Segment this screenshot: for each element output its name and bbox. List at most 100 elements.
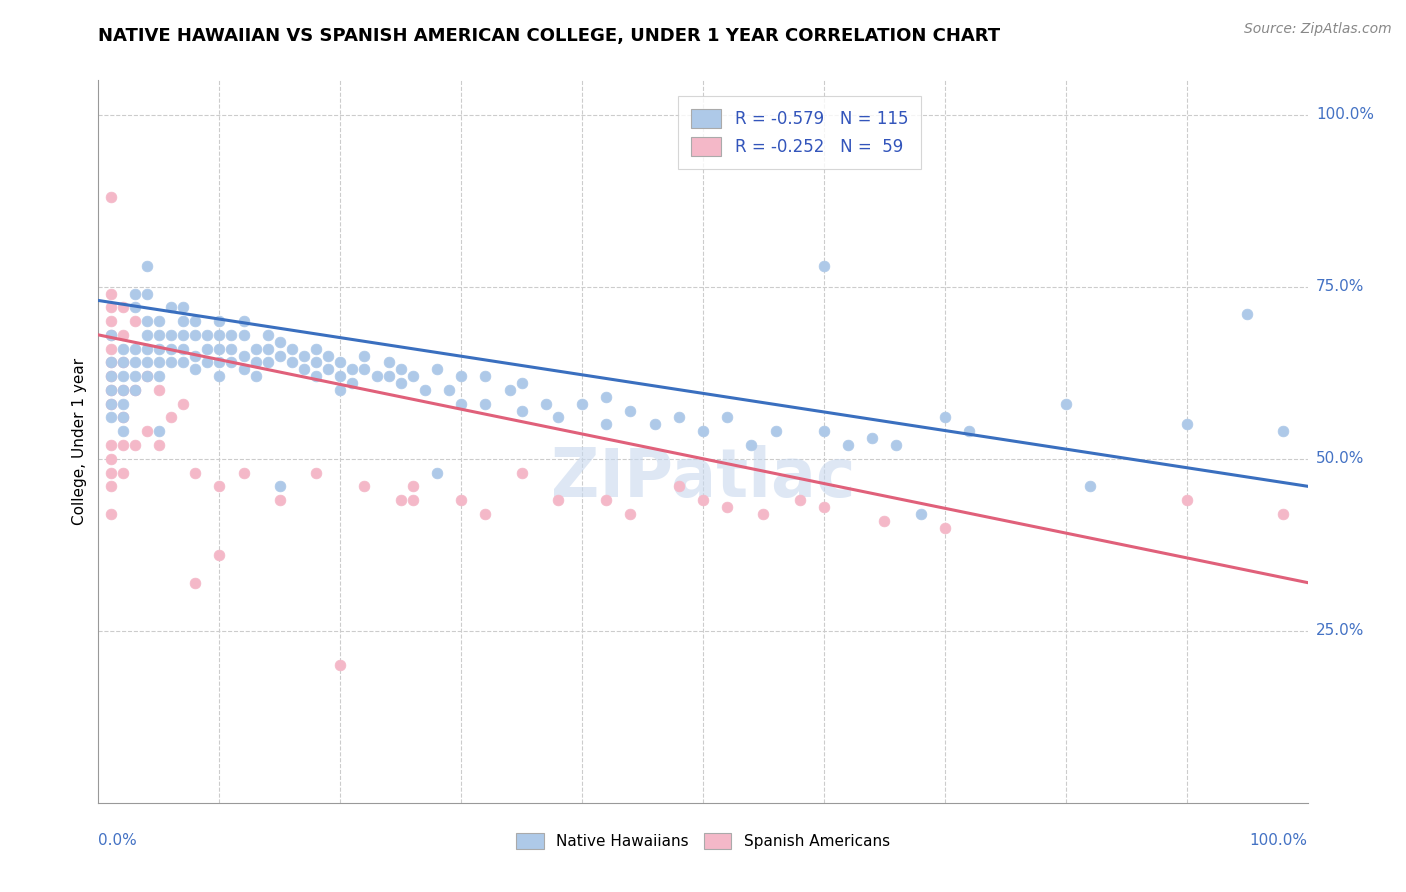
Point xyxy=(377,369,399,384)
Point xyxy=(172,397,194,411)
Point xyxy=(221,342,243,356)
Point xyxy=(195,355,218,369)
Point xyxy=(426,362,449,376)
Point xyxy=(329,355,352,369)
Point xyxy=(135,259,157,273)
Point xyxy=(111,327,134,342)
Point xyxy=(148,314,170,328)
Point xyxy=(547,410,569,425)
Point xyxy=(450,397,472,411)
Point xyxy=(305,355,328,369)
Point xyxy=(886,438,908,452)
Point xyxy=(100,314,122,328)
Point xyxy=(208,342,231,356)
Point xyxy=(389,376,412,390)
Point xyxy=(100,369,122,384)
Point xyxy=(389,362,412,376)
Point xyxy=(752,507,775,521)
Point xyxy=(668,410,690,425)
Point xyxy=(111,342,134,356)
Point xyxy=(172,301,194,315)
Point xyxy=(498,383,520,397)
Point xyxy=(342,362,364,376)
Point xyxy=(644,417,666,432)
Point xyxy=(1272,424,1295,438)
Point xyxy=(195,342,218,356)
Point xyxy=(873,514,896,528)
Point xyxy=(100,355,122,369)
Point xyxy=(208,548,231,562)
Point xyxy=(100,301,122,315)
Point xyxy=(934,410,956,425)
Point xyxy=(160,410,183,425)
Point xyxy=(232,362,254,376)
Point xyxy=(281,342,304,356)
Point xyxy=(100,438,122,452)
Point xyxy=(329,383,352,397)
Point xyxy=(111,466,134,480)
Point xyxy=(232,327,254,342)
Point xyxy=(100,479,122,493)
Point xyxy=(208,355,231,369)
Point xyxy=(256,355,278,369)
Point xyxy=(111,438,134,452)
Point xyxy=(837,438,859,452)
Point xyxy=(547,493,569,508)
Point xyxy=(195,327,218,342)
Point xyxy=(124,286,146,301)
Point xyxy=(208,327,231,342)
Point xyxy=(329,658,352,673)
Point xyxy=(619,403,641,417)
Point xyxy=(111,410,134,425)
Point xyxy=(172,327,194,342)
Point xyxy=(245,355,267,369)
Point xyxy=(100,342,122,356)
Point xyxy=(692,424,714,438)
Point xyxy=(910,507,932,521)
Text: 100.0%: 100.0% xyxy=(1250,833,1308,848)
Point xyxy=(668,479,690,493)
Point xyxy=(111,355,134,369)
Point xyxy=(184,349,207,363)
Point xyxy=(111,424,134,438)
Point xyxy=(135,327,157,342)
Point xyxy=(148,342,170,356)
Point xyxy=(292,349,315,363)
Point xyxy=(377,355,399,369)
Point xyxy=(184,314,207,328)
Point xyxy=(245,342,267,356)
Point xyxy=(135,355,157,369)
Point xyxy=(160,355,183,369)
Point xyxy=(245,369,267,384)
Point xyxy=(135,369,157,384)
Point xyxy=(692,493,714,508)
Point xyxy=(510,376,533,390)
Point xyxy=(184,327,207,342)
Point xyxy=(789,493,811,508)
Point xyxy=(716,500,738,514)
Point xyxy=(184,362,207,376)
Point xyxy=(353,362,375,376)
Point xyxy=(281,355,304,369)
Point xyxy=(305,342,328,356)
Point xyxy=(413,383,436,397)
Point xyxy=(135,286,157,301)
Point xyxy=(450,369,472,384)
Point xyxy=(111,369,134,384)
Point xyxy=(135,369,157,384)
Point xyxy=(534,397,557,411)
Point xyxy=(1175,417,1198,432)
Point xyxy=(957,424,980,438)
Point xyxy=(366,369,388,384)
Point xyxy=(232,466,254,480)
Point xyxy=(256,327,278,342)
Point xyxy=(208,369,231,384)
Point xyxy=(184,575,207,590)
Point xyxy=(426,466,449,480)
Point xyxy=(100,327,122,342)
Point xyxy=(860,431,883,445)
Point xyxy=(124,438,146,452)
Point xyxy=(474,507,496,521)
Point xyxy=(111,383,134,397)
Point xyxy=(148,369,170,384)
